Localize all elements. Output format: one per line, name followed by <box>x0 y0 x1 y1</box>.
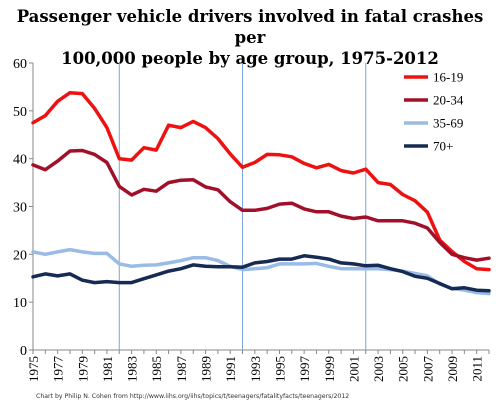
x-tick-label: 1989 <box>199 356 214 382</box>
y-tick-label: 60 <box>13 57 27 72</box>
chart-title-line1: Passenger vehicle drivers involved in fa… <box>16 7 484 47</box>
y-tick-label: 10 <box>13 296 27 311</box>
series-line-16-19 <box>31 90 491 272</box>
x-tick-label: 2007 <box>420 356 435 383</box>
y-tick-label: 50 <box>13 105 27 120</box>
chart-credit: Chart by Philip N. Cohen from http://www… <box>36 393 349 400</box>
reference-lines <box>118 63 367 350</box>
x-tick-label: 1987 <box>174 356 189 383</box>
x-tick-label: 1991 <box>223 356 238 382</box>
x-tick-label: 1983 <box>125 356 140 382</box>
legend-label: 20-34 <box>433 93 464 108</box>
chart-title-line2: 100,000 people by age group, 1975-2012 <box>61 49 439 68</box>
x-tick-label: 1997 <box>297 356 312 383</box>
x-tick-label: 1999 <box>322 356 337 382</box>
y-tick-label: 30 <box>13 201 27 216</box>
legend-label: 16-19 <box>433 70 463 85</box>
x-tick-label: 1995 <box>272 356 287 382</box>
x-tick-label: 2005 <box>396 356 411 382</box>
legend-label: 35-69 <box>433 116 463 131</box>
series-lines <box>31 90 491 296</box>
x-tick-label: 1981 <box>100 356 115 382</box>
x-tick-label: 1979 <box>75 356 90 382</box>
series-line-20-34 <box>31 148 491 262</box>
legend: 16-19 20-34 35-69 70+ <box>404 70 464 154</box>
x-tick-label: 2003 <box>371 356 386 382</box>
series-line-70+ <box>31 254 491 293</box>
x-tick-label: 1993 <box>248 356 263 382</box>
x-tick-label: 2011 <box>470 356 485 382</box>
legend-label: 70+ <box>433 139 453 154</box>
x-tick-label: 1977 <box>51 356 66 383</box>
y-tick-label: 0 <box>20 344 27 359</box>
chart-title: Passenger vehicle drivers involved in fa… <box>0 6 500 69</box>
x-tick-label: 2009 <box>445 356 460 382</box>
axes: 0 10 20 30 40 50 60 1975 1977 1979 1981 1983 1985 198… <box>13 57 490 383</box>
x-tick-label: 2001 <box>346 356 361 382</box>
y-tick-label: 20 <box>13 248 27 263</box>
x-tick-label: 1975 <box>26 356 41 382</box>
y-tick-label: 40 <box>13 153 27 168</box>
x-tick-label: 1985 <box>149 356 164 382</box>
series-line-35-69 <box>31 247 491 296</box>
